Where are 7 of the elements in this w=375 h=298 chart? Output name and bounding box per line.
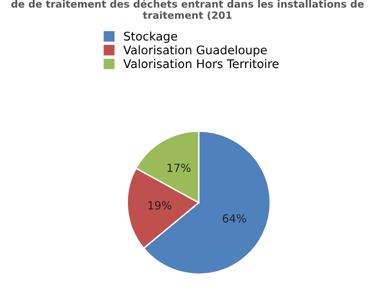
data-label: 17% [168,164,190,172]
chart-title: de de traitement des déchets entrant dans les installations de traitement (201 [11,0,364,20]
legend-label: Stockage [124,31,178,43]
data-label: 19% [148,201,172,210]
legend-label: Valorisation Guadeloupe [123,45,267,57]
data-label: 64% [222,214,246,223]
legend-label: Valorisation Hors Territoire [123,59,279,68]
